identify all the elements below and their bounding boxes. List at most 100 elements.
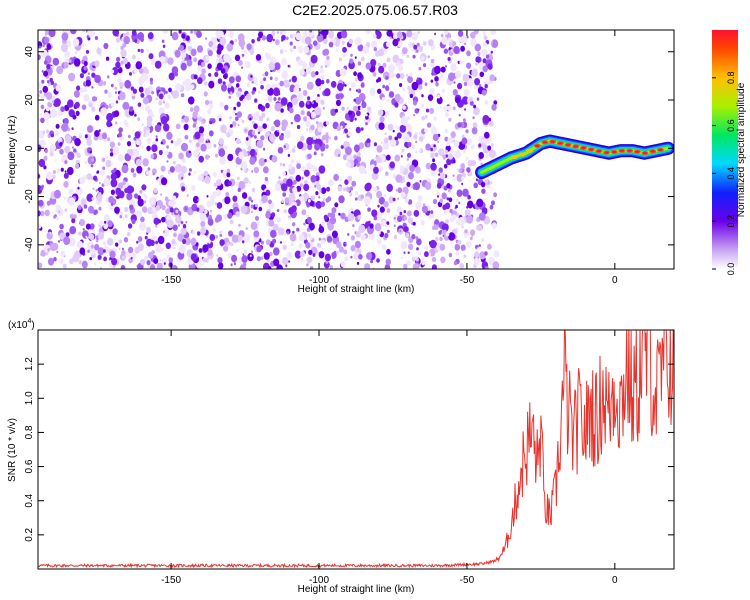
noise-blob xyxy=(353,252,360,261)
noise-blob xyxy=(82,30,86,33)
ridge-peak-core xyxy=(604,151,609,154)
noise-blob xyxy=(386,30,393,37)
noise-blob xyxy=(463,254,467,258)
noise-blob xyxy=(460,244,466,251)
noise-blob xyxy=(96,170,100,174)
noise-blob xyxy=(457,216,465,226)
noise-blob xyxy=(227,153,234,162)
noise-blob xyxy=(305,66,312,75)
noise-blob xyxy=(208,73,212,77)
noise-blob xyxy=(107,92,112,98)
noise-blob xyxy=(333,173,339,182)
noise-blob xyxy=(132,172,137,178)
noise-blob xyxy=(82,43,86,47)
noise-blob xyxy=(295,32,302,41)
noise-blob xyxy=(202,244,209,253)
snr-series-line xyxy=(38,330,674,569)
noise-blob xyxy=(268,199,272,205)
noise-blob xyxy=(224,104,229,111)
noise-blob xyxy=(230,130,234,134)
noise-blob xyxy=(478,212,486,221)
noise-blob xyxy=(166,77,169,80)
noise-blob xyxy=(344,123,347,126)
noise-blob xyxy=(488,120,494,127)
noise-blob xyxy=(433,116,437,121)
noise-blob xyxy=(439,243,446,251)
noise-blob xyxy=(56,65,64,75)
noise-blob xyxy=(320,152,324,157)
noise-blob xyxy=(438,173,441,176)
noise-blob xyxy=(96,194,103,202)
noise-blob xyxy=(424,128,428,133)
noise-blob xyxy=(487,145,492,151)
noise-blob xyxy=(237,33,245,42)
noise-blob xyxy=(243,262,247,267)
noise-blob xyxy=(219,233,223,237)
noise-blob xyxy=(283,79,290,88)
noise-blob xyxy=(306,216,312,224)
noise-blob xyxy=(235,211,240,217)
noise-blob xyxy=(436,96,443,105)
noise-blob xyxy=(448,252,453,258)
noise-blob xyxy=(160,141,163,145)
noise-blob xyxy=(403,133,410,142)
noise-blob xyxy=(285,264,288,267)
noise-blob xyxy=(467,194,471,200)
noise-blob xyxy=(300,250,306,257)
noise-blob xyxy=(381,97,386,102)
noise-blob xyxy=(352,224,355,228)
noise-blob xyxy=(105,56,110,61)
noise-blob xyxy=(432,133,439,142)
noise-blob xyxy=(219,239,225,246)
noise-blob xyxy=(343,249,348,255)
noise-blob xyxy=(134,131,141,139)
noise-blob xyxy=(415,150,418,154)
noise-blob xyxy=(42,130,46,134)
noise-blob xyxy=(94,36,98,40)
noise-blob xyxy=(291,97,298,106)
noise-blob xyxy=(98,181,101,185)
noise-blob xyxy=(458,201,461,205)
noise-blob xyxy=(272,238,277,244)
noise-blob xyxy=(220,124,227,133)
noise-blob xyxy=(338,57,343,62)
noise-blob xyxy=(439,172,446,180)
noise-blob xyxy=(70,30,77,35)
noise-blob xyxy=(463,88,470,97)
noise-blob xyxy=(256,37,261,42)
noise-blob xyxy=(396,37,400,42)
noise-blob xyxy=(84,134,88,139)
noise-blob xyxy=(317,126,323,133)
noise-blob xyxy=(360,127,364,131)
spectrogram-frame xyxy=(37,29,675,270)
noise-blob xyxy=(407,116,410,121)
noise-blob xyxy=(64,145,71,154)
noise-blob xyxy=(94,60,100,68)
noise-blob xyxy=(255,54,262,61)
noise-blob xyxy=(430,147,433,152)
noise-blob xyxy=(47,232,51,237)
noise-blob xyxy=(41,79,45,84)
noise-blob xyxy=(440,33,444,38)
noise-blob xyxy=(425,143,431,151)
noise-blob xyxy=(208,240,211,244)
noise-blob xyxy=(43,165,47,170)
noise-blob xyxy=(189,139,192,144)
noise-blob xyxy=(406,152,412,158)
noise-blob xyxy=(102,166,106,171)
noise-blob xyxy=(129,72,132,76)
noise-blob xyxy=(181,118,185,123)
noise-blob xyxy=(197,65,202,72)
noise-blob xyxy=(257,131,261,135)
noise-blob xyxy=(38,185,41,189)
noise-blob xyxy=(444,136,449,142)
x-tick-label: -100 xyxy=(309,275,329,286)
noise-blob xyxy=(135,61,143,70)
noise-blob xyxy=(418,45,424,53)
noise-blob xyxy=(273,258,280,267)
noise-blob xyxy=(360,234,366,241)
noise-blob xyxy=(457,30,464,37)
noise-blob xyxy=(122,101,130,111)
noise-blob xyxy=(241,240,245,244)
noise-blob xyxy=(137,102,142,107)
